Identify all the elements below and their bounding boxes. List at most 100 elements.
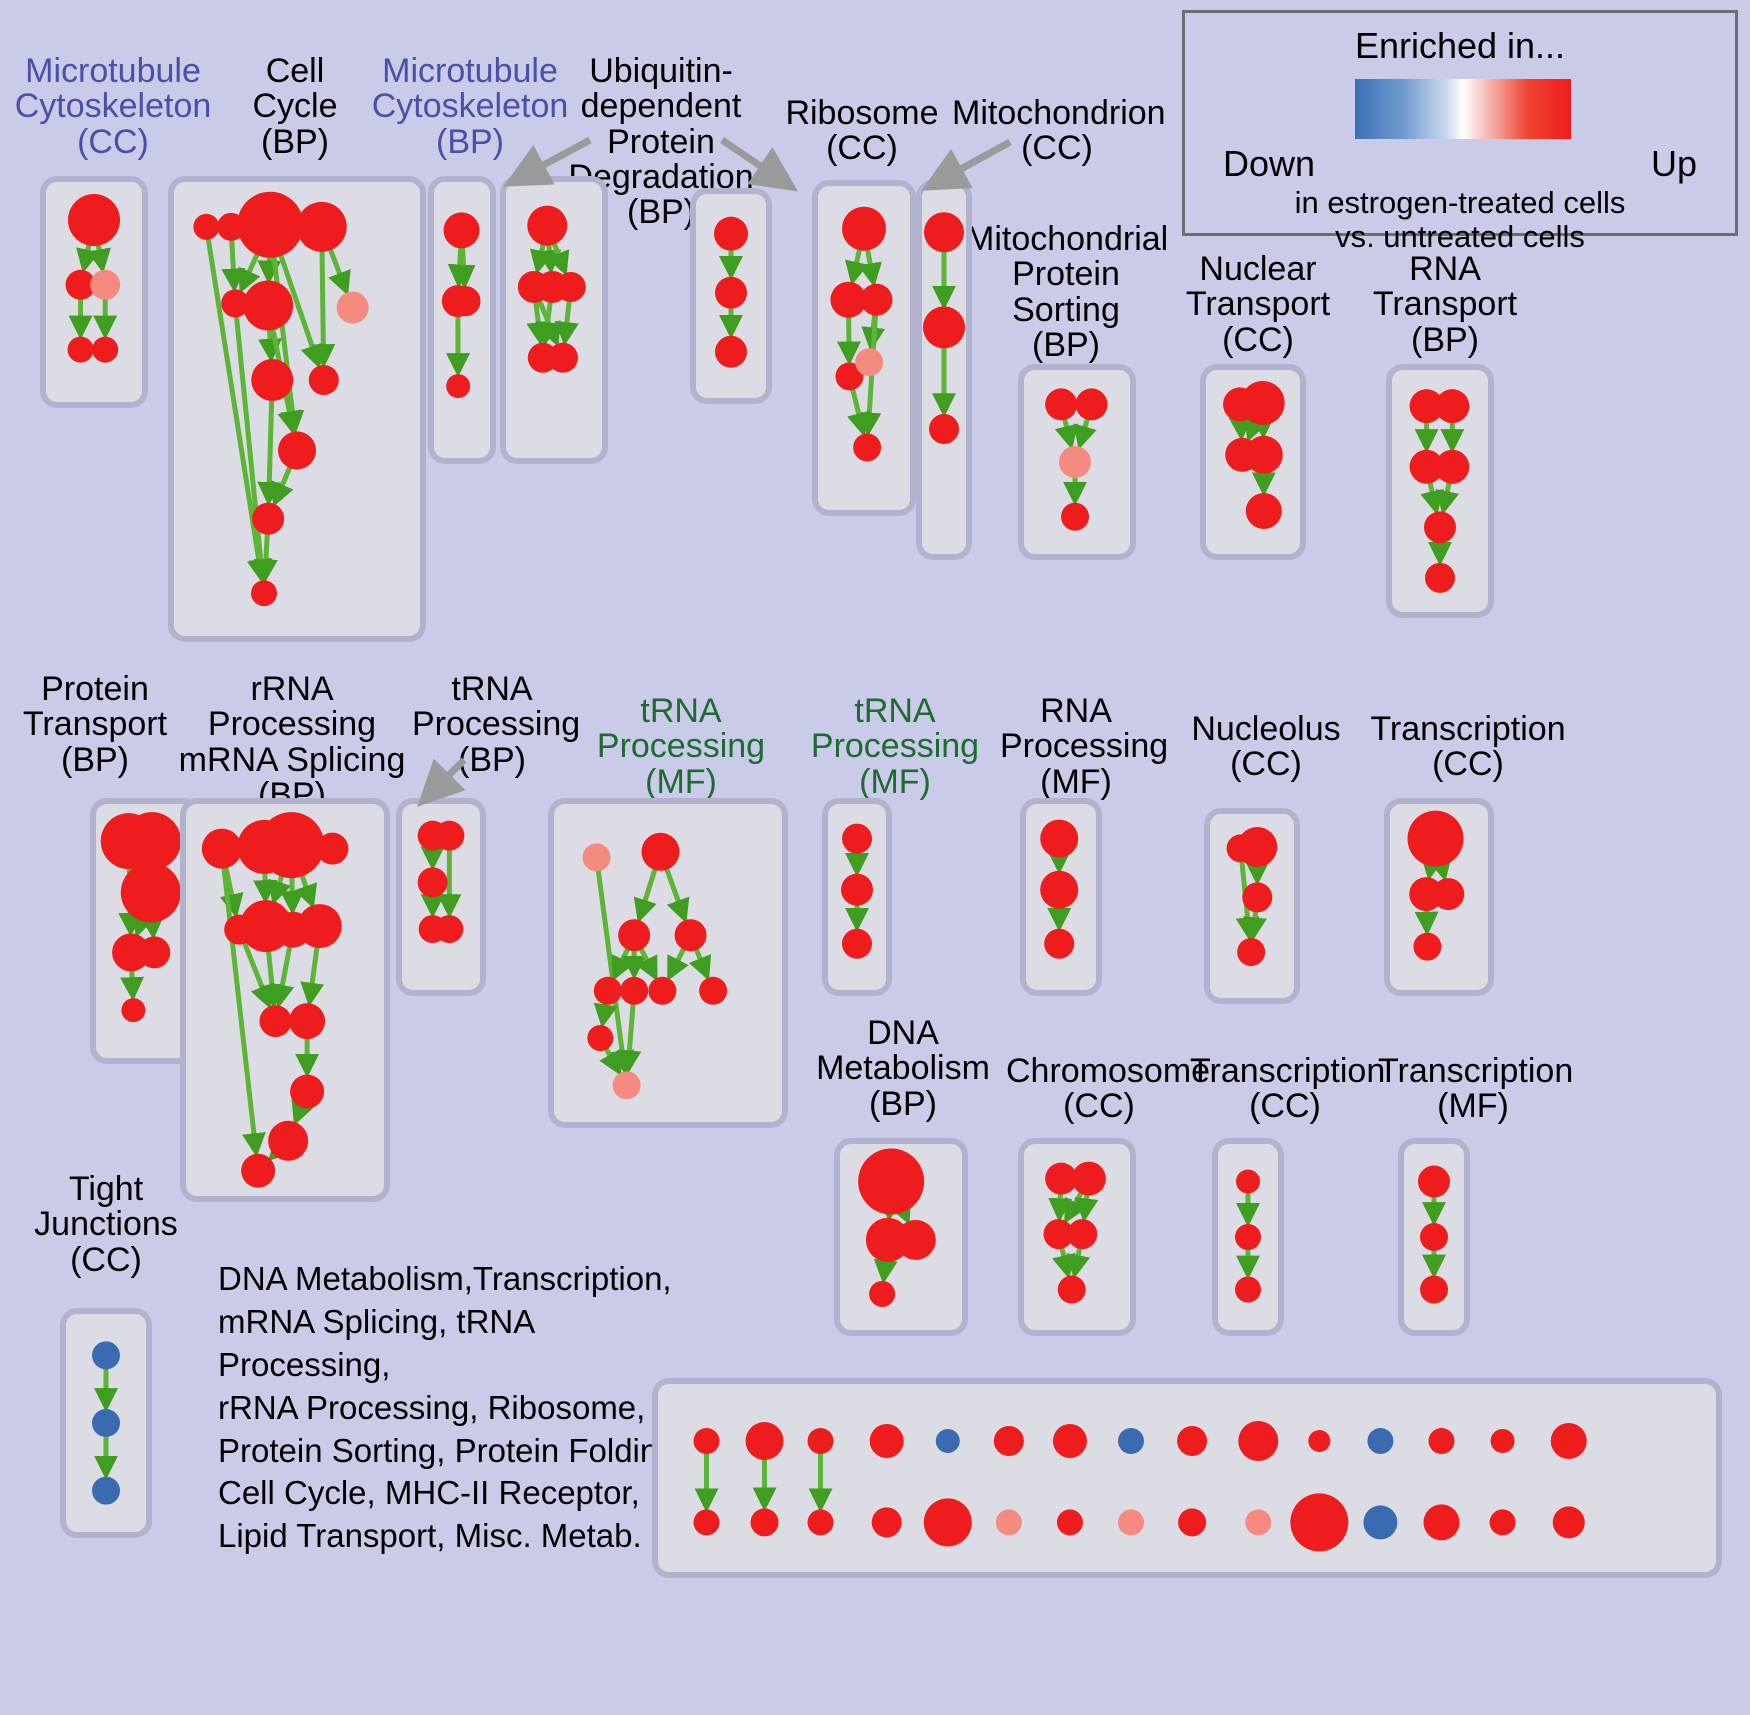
network-node[interactable] (1420, 1275, 1448, 1304)
network-node[interactable] (674, 919, 707, 952)
network-node[interactable] (297, 904, 342, 949)
network-node[interactable] (1432, 878, 1465, 911)
network-node[interactable] (251, 580, 278, 607)
network-node[interactable] (648, 976, 677, 1005)
network-node[interactable] (1489, 1509, 1516, 1536)
network-node[interactable] (995, 1509, 1022, 1536)
network-node[interactable] (1044, 928, 1075, 959)
network-node[interactable] (1071, 1161, 1106, 1196)
network-node[interactable] (842, 206, 886, 251)
network-node[interactable] (1413, 932, 1442, 961)
network-node[interactable] (1244, 435, 1283, 474)
network-node[interactable] (434, 820, 465, 851)
network-node[interactable] (935, 1429, 960, 1453)
network-node[interactable] (121, 998, 146, 1023)
network-node[interactable] (1067, 1219, 1098, 1250)
network-node[interactable] (417, 867, 448, 898)
network-node[interactable] (201, 828, 242, 869)
network-node[interactable] (929, 414, 959, 445)
network-node[interactable] (1308, 1430, 1331, 1452)
network-node[interactable] (336, 291, 369, 324)
network-node[interactable] (289, 1003, 326, 1040)
network-node[interactable] (693, 1509, 720, 1536)
network-node[interactable] (715, 276, 747, 309)
network-node[interactable] (237, 191, 304, 258)
network-node[interactable] (65, 269, 96, 300)
network-node[interactable] (67, 336, 94, 363)
network-node[interactable] (252, 502, 285, 535)
network-node[interactable] (1118, 1428, 1145, 1454)
network-node[interactable] (871, 1507, 902, 1538)
network-node[interactable] (90, 269, 121, 300)
network-node[interactable] (750, 1508, 779, 1537)
network-node[interactable] (122, 812, 181, 871)
network-node[interactable] (745, 1422, 784, 1460)
network-node[interactable] (1235, 1276, 1261, 1303)
network-node[interactable] (807, 1509, 834, 1536)
network-node[interactable] (120, 862, 181, 923)
network-node[interactable] (547, 342, 578, 373)
network-node[interactable] (612, 1071, 641, 1100)
network-node[interactable] (618, 919, 651, 952)
network-node[interactable] (193, 213, 220, 240)
network-node[interactable] (1118, 1509, 1145, 1536)
network-node[interactable] (92, 1476, 120, 1505)
network-node[interactable] (620, 976, 649, 1005)
network-node[interactable] (1420, 1223, 1448, 1251)
network-node[interactable] (699, 976, 728, 1005)
network-node[interactable] (1178, 1508, 1207, 1537)
network-node[interactable] (1423, 1504, 1460, 1541)
network-node[interactable] (1177, 1426, 1208, 1456)
network-node[interactable] (1490, 1429, 1515, 1453)
network-node[interactable] (1363, 1505, 1398, 1540)
network-node[interactable] (259, 1005, 292, 1038)
network-node[interactable] (1367, 1428, 1394, 1454)
network-node[interactable] (923, 1498, 972, 1547)
network-node[interactable] (715, 335, 747, 368)
network-node[interactable] (693, 1428, 720, 1454)
network-node[interactable] (112, 933, 151, 972)
network-node[interactable] (842, 823, 872, 854)
network-node[interactable] (1245, 1509, 1272, 1536)
network-node[interactable] (446, 374, 471, 399)
network-node[interactable] (587, 1025, 614, 1052)
network-node[interactable] (68, 194, 120, 246)
network-node[interactable] (527, 205, 568, 246)
network-node[interactable] (555, 271, 586, 302)
network-node[interactable] (842, 928, 872, 959)
network-node[interactable] (1059, 446, 1092, 478)
network-node[interactable] (1237, 938, 1266, 967)
network-node[interactable] (92, 1341, 120, 1370)
network-node[interactable] (1240, 380, 1285, 425)
network-node[interactable] (278, 431, 316, 470)
network-node[interactable] (841, 873, 873, 906)
network-node[interactable] (860, 283, 893, 316)
network-node[interactable] (290, 1074, 325, 1109)
network-node[interactable] (1040, 819, 1079, 858)
network-node[interactable] (1435, 449, 1470, 484)
network-node[interactable] (1238, 1421, 1279, 1461)
network-node[interactable] (258, 812, 325, 879)
network-node[interactable] (251, 359, 294, 402)
network-node[interactable] (1045, 1162, 1078, 1195)
network-node[interactable] (1237, 826, 1278, 867)
network-node[interactable] (268, 1120, 309, 1161)
network-node[interactable] (869, 1280, 896, 1307)
network-node[interactable] (92, 336, 119, 363)
network-node[interactable] (138, 936, 171, 969)
network-node[interactable] (221, 289, 250, 318)
network-node[interactable] (296, 201, 347, 252)
network-node[interactable] (1407, 810, 1464, 867)
network-node[interactable] (1245, 492, 1282, 529)
network-node[interactable] (593, 976, 622, 1005)
network-node[interactable] (241, 1153, 276, 1188)
network-node[interactable] (1435, 389, 1470, 424)
network-node[interactable] (316, 832, 349, 865)
network-node[interactable] (895, 1219, 936, 1260)
network-node[interactable] (582, 843, 611, 872)
network-node[interactable] (1061, 502, 1090, 531)
network-node[interactable] (1418, 1165, 1450, 1198)
network-node[interactable] (807, 1428, 834, 1454)
network-node[interactable] (92, 1409, 120, 1437)
network-node[interactable] (855, 348, 884, 377)
